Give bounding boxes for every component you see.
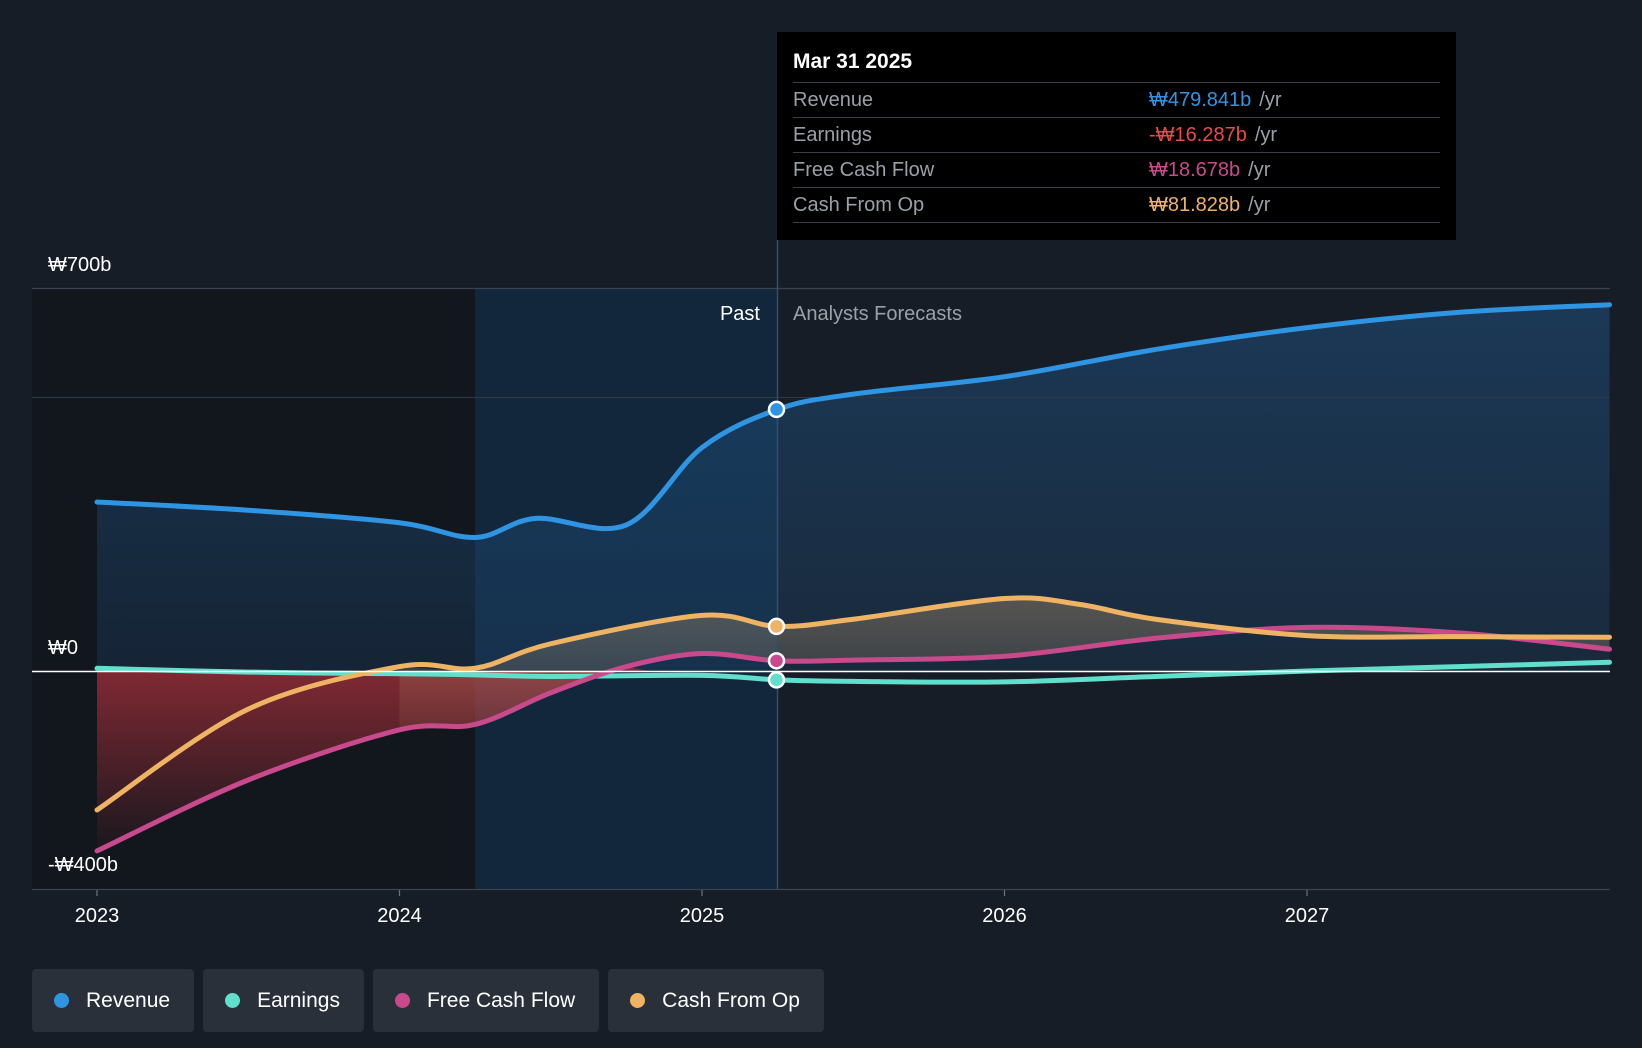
cashflow-spread-area xyxy=(399,597,1610,730)
legend-label: Cash From Op xyxy=(662,988,800,1012)
series-line-cash-from-op xyxy=(94,595,1612,813)
tooltip-row-free-cash-flow: Free Cash Flow ₩18.678b /yr xyxy=(793,152,1440,187)
tooltip-label: Revenue xyxy=(793,89,874,111)
marker-cash-from-op xyxy=(767,617,786,636)
tooltip-unit: /yr xyxy=(1248,194,1271,216)
forecast-label: Analysts Forecasts xyxy=(793,303,962,325)
negative-cashflow-area xyxy=(97,666,648,851)
tooltip-label: Free Cash Flow xyxy=(793,159,935,181)
marker-earnings xyxy=(767,671,786,689)
revenue-area xyxy=(97,304,1610,671)
tooltip-unit: /yr xyxy=(1259,89,1282,111)
tooltip-label: Cash From Op xyxy=(793,194,925,216)
x-tick-label: 2027 xyxy=(1285,905,1330,927)
series-line-earnings xyxy=(94,659,1612,685)
legend: Revenue Earnings Free Cash Flow Cash Fro… xyxy=(32,969,824,1032)
marker-revenue xyxy=(767,400,786,419)
tooltip-value: ₩479.841b xyxy=(1149,89,1252,111)
x-tick-label: 2024 xyxy=(377,905,422,927)
legend-dot-icon xyxy=(54,993,69,1008)
tooltip-unit: /yr xyxy=(1254,124,1278,146)
legend-dot-icon xyxy=(394,993,410,1008)
tooltip-label: Earnings xyxy=(793,124,872,146)
legend-dot-icon xyxy=(225,993,241,1008)
legend-item-cash-from-op[interactable]: Cash From Op xyxy=(608,969,824,1032)
x-tick-label: 2023 xyxy=(75,905,120,927)
tooltip-row-cash-from-op: Cash From Op ₩81.828b /yr xyxy=(793,187,1440,223)
legend-label: Free Cash Flow xyxy=(426,988,576,1012)
tooltip-unit: /yr xyxy=(1248,159,1271,181)
legend-label: Earnings xyxy=(257,988,340,1012)
y-label-top: ₩700b xyxy=(48,254,111,276)
y-label-bottom: -₩400b xyxy=(48,854,118,876)
legend-item-revenue[interactable]: Revenue xyxy=(32,969,195,1032)
tooltip-value: -₩16.287b xyxy=(1149,124,1247,146)
y-label-zero: ₩0 xyxy=(48,637,78,659)
legend-dot-icon xyxy=(630,993,646,1008)
legend-item-earnings[interactable]: Earnings xyxy=(203,969,364,1032)
x-tick-label: 2025 xyxy=(680,905,725,927)
legend-label: Revenue xyxy=(86,988,171,1012)
tooltip-row-earnings: Earnings -₩16.287b /yr xyxy=(793,117,1440,152)
tooltip-row-revenue: Revenue ₩479.841b /yr xyxy=(793,82,1440,117)
tooltip-value: ₩81.828b xyxy=(1149,194,1241,216)
legend-item-free-cash-flow[interactable]: Free Cash Flow xyxy=(372,969,600,1032)
marker-free-cash-flow xyxy=(767,652,786,670)
x-tick-label: 2026 xyxy=(982,905,1027,927)
tooltip-value: ₩18.678b xyxy=(1149,159,1241,181)
tooltip: Mar 31 2025 Revenue ₩479.841b /yr Earnin… xyxy=(777,32,1456,240)
tooltip-date: Mar 31 2025 xyxy=(793,50,913,73)
past-label: Past xyxy=(720,303,760,325)
